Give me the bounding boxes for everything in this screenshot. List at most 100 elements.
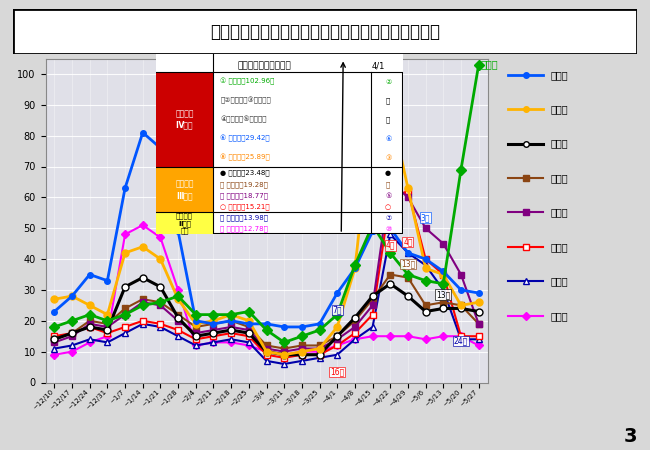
全　国: [121, 284, 129, 289]
奈良市: [139, 318, 147, 324]
奈良市: [439, 272, 447, 277]
全　国: [174, 315, 182, 320]
奈良県: [457, 337, 465, 342]
大阪府: [192, 321, 200, 327]
京都府: [280, 346, 288, 351]
沖縄県: [333, 312, 341, 317]
兵庫県: [316, 346, 324, 351]
全　国: [103, 327, 111, 333]
沖縄県: [227, 312, 235, 317]
大阪府: [316, 346, 324, 351]
東京都: [121, 185, 129, 191]
京都府: [103, 321, 111, 327]
Text: ⑱ 兵庫県：18.77人: ⑱ 兵庫県：18.77人: [220, 192, 268, 199]
奈良県: [245, 340, 253, 345]
大阪府: [386, 105, 394, 111]
東京都: [298, 324, 305, 330]
大阪府: [369, 108, 376, 114]
大阪府: [333, 324, 341, 330]
全　国: [263, 349, 270, 354]
Text: 千葉県: 千葉県: [551, 310, 568, 321]
奈良県: [68, 343, 76, 348]
東京都: [157, 145, 164, 151]
京都府: [209, 321, 217, 327]
全　国: [157, 284, 164, 289]
奈良市: [474, 333, 482, 339]
奈良市: [369, 312, 376, 317]
Text: 24位: 24位: [454, 337, 468, 346]
Line: 京都府: 京都府: [51, 272, 482, 351]
奈良県: [351, 337, 359, 342]
沖縄県: [121, 312, 129, 317]
東京都: [227, 318, 235, 324]
東京都: [68, 293, 76, 299]
奈良県: [263, 358, 270, 364]
千葉県: [351, 337, 359, 342]
兵庫県: [174, 318, 182, 324]
千葉県: [86, 340, 94, 345]
沖縄県: [103, 318, 111, 324]
京都府: [422, 303, 430, 308]
奈良市: [386, 195, 394, 200]
全　国: [333, 333, 341, 339]
Text: ②: ②: [385, 79, 391, 85]
奈良県: [86, 337, 94, 342]
奈良県: [298, 358, 305, 364]
千葉県: [386, 333, 394, 339]
Text: 4/1: 4/1: [372, 61, 385, 70]
奈良市: [174, 327, 182, 333]
兵庫県: [121, 312, 129, 317]
Text: ⑩: ⑩: [385, 225, 391, 232]
全　国: [316, 352, 324, 357]
東京都: [422, 256, 430, 262]
奈良県: [51, 346, 58, 351]
奈良市: [263, 352, 270, 357]
東京都: [316, 321, 324, 327]
大阪府: [263, 349, 270, 354]
大阪府: [227, 312, 235, 317]
大阪府: [245, 318, 253, 324]
大阪府: [86, 303, 94, 308]
奈良市: [121, 324, 129, 330]
奈良県: [386, 232, 394, 237]
全　国: [86, 324, 94, 330]
Text: ① 沖縄県：102.96人: ① 沖縄県：102.96人: [220, 78, 274, 85]
東京都: [369, 229, 376, 234]
奈良市: [280, 355, 288, 360]
Text: ５月２７日（木）時点: ５月２７日（木）時点: [238, 61, 292, 70]
大阪府: [298, 349, 305, 354]
沖縄県: [439, 281, 447, 287]
大阪府: [280, 352, 288, 357]
Text: 13位: 13位: [401, 259, 415, 268]
東京都: [51, 309, 58, 314]
奈良県: [121, 330, 129, 336]
Bar: [156, 72, 213, 167]
東京都: [192, 318, 200, 324]
京都府: [86, 318, 94, 324]
Text: ㉔ 奈良県：13.98人: ㉔ 奈良県：13.98人: [220, 215, 268, 221]
沖縄県: [263, 327, 270, 333]
Line: 大阪府: 大阪府: [51, 104, 482, 358]
Text: 京都府: 京都府: [551, 173, 568, 183]
奈良市: [68, 330, 76, 336]
東京都: [333, 290, 341, 296]
大阪府: [157, 256, 164, 262]
全　国: [422, 309, 430, 314]
奈良県: [369, 324, 376, 330]
Bar: [156, 167, 213, 212]
沖縄県: [280, 340, 288, 345]
千葉県: [209, 340, 217, 345]
東京都: [263, 321, 270, 327]
Text: －: －: [386, 97, 390, 104]
沖縄県: [139, 303, 147, 308]
Text: 13位: 13位: [436, 290, 450, 299]
Text: 4位: 4位: [385, 241, 395, 250]
兵庫県: [439, 241, 447, 246]
Text: （②北海道、③愛知県、: （②北海道、③愛知県、: [220, 97, 271, 104]
東京都: [351, 266, 359, 271]
Text: ③: ③: [385, 155, 391, 161]
Line: 奈良県: 奈良県: [51, 232, 482, 367]
大阪府: [422, 266, 430, 271]
奈良県: [404, 250, 412, 256]
兵庫県: [298, 346, 305, 351]
